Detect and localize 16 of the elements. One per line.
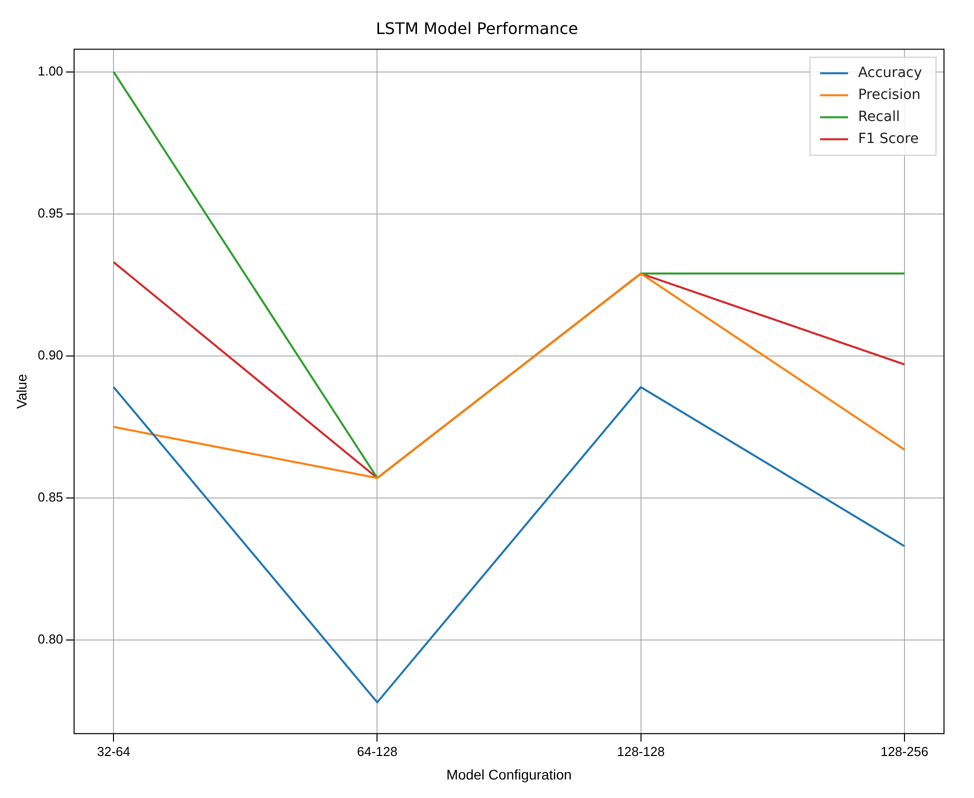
x-axis-title: Model Configuration xyxy=(446,766,572,782)
y-axis-title: Value xyxy=(13,374,30,409)
y-tick-label: 0.95 xyxy=(38,205,64,220)
y-tick-label: 1.00 xyxy=(38,63,64,78)
x-tick-label: 64-128 xyxy=(357,744,398,759)
legend-label: F1 Score xyxy=(858,130,919,147)
chart-title: LSTM Model Performance xyxy=(376,18,578,38)
x-tick-label: 128-256 xyxy=(880,744,928,759)
legend-label: Recall xyxy=(858,108,900,125)
legend-label: Precision xyxy=(858,86,921,103)
y-tick-label: 0.80 xyxy=(38,631,64,646)
legend-label: Accuracy xyxy=(858,64,922,81)
y-tick-label: 0.85 xyxy=(38,489,64,504)
y-tick-label: 0.90 xyxy=(38,347,64,362)
x-tick-label: 128-128 xyxy=(616,744,665,759)
x-tick-label: 32-64 xyxy=(97,744,130,759)
